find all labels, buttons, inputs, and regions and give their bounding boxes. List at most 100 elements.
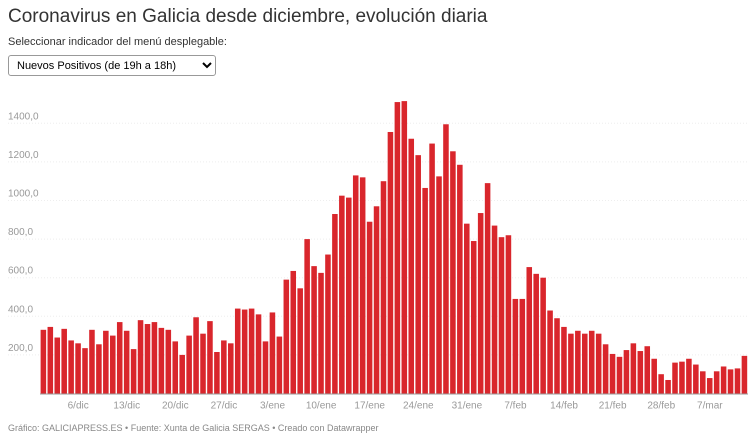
bar[interactable] [672, 362, 678, 394]
bar[interactable] [450, 151, 456, 394]
bar[interactable] [304, 239, 310, 394]
bar[interactable] [248, 308, 255, 394]
bar[interactable] [290, 270, 297, 394]
bar[interactable] [554, 318, 560, 394]
bar[interactable] [179, 354, 185, 394]
bar[interactable] [241, 309, 248, 394]
bar[interactable] [401, 101, 408, 394]
bar[interactable] [40, 329, 47, 394]
bar[interactable] [741, 355, 748, 394]
bar[interactable] [172, 341, 179, 394]
bar[interactable] [346, 197, 352, 394]
bar[interactable] [623, 350, 630, 394]
bar[interactable] [706, 378, 713, 394]
bar[interactable] [283, 279, 290, 394]
bar[interactable] [144, 324, 151, 394]
bar[interactable] [533, 273, 539, 394]
bar[interactable] [700, 371, 706, 394]
bar[interactable] [734, 368, 741, 394]
bar[interactable] [727, 369, 734, 394]
bar[interactable] [547, 310, 553, 394]
bar[interactable] [82, 348, 88, 394]
bar[interactable] [512, 298, 519, 394]
bar[interactable] [158, 327, 165, 394]
bar[interactable] [123, 330, 130, 394]
bar[interactable] [269, 312, 276, 394]
bar[interactable] [595, 333, 602, 394]
bar[interactable] [575, 330, 581, 394]
bar[interactable] [477, 213, 484, 394]
bar[interactable] [332, 214, 338, 394]
bar[interactable] [116, 322, 123, 394]
bar[interactable] [540, 277, 546, 394]
bar[interactable] [103, 330, 109, 394]
bar[interactable] [359, 177, 366, 394]
bar[interactable] [464, 223, 470, 394]
bar[interactable] [54, 337, 61, 394]
bar[interactable] [255, 314, 262, 394]
bar[interactable] [422, 187, 428, 394]
bar[interactable] [262, 341, 269, 394]
bar[interactable] [318, 272, 324, 394]
bar[interactable] [110, 335, 116, 394]
bar[interactable] [228, 343, 234, 394]
bar[interactable] [352, 175, 359, 394]
bar[interactable] [373, 206, 380, 394]
bar[interactable] [609, 353, 616, 394]
bar[interactable] [637, 351, 644, 394]
bar[interactable] [75, 343, 81, 394]
bar[interactable] [457, 164, 463, 394]
bar[interactable] [602, 344, 609, 394]
bar[interactable] [276, 336, 283, 394]
bar[interactable] [484, 183, 491, 394]
bar[interactable] [61, 328, 67, 394]
bar[interactable] [151, 322, 158, 394]
bar[interactable] [311, 266, 317, 394]
bar[interactable] [470, 241, 477, 394]
bar[interactable] [429, 143, 435, 394]
bar[interactable] [505, 235, 512, 394]
bar[interactable] [339, 195, 345, 394]
bar[interactable] [651, 358, 657, 394]
bar[interactable] [408, 138, 415, 394]
bar[interactable] [665, 379, 671, 394]
bar[interactable] [47, 326, 54, 394]
bar[interactable] [130, 349, 137, 394]
bar[interactable] [644, 346, 651, 394]
bar[interactable] [720, 366, 727, 394]
bar[interactable] [658, 374, 664, 394]
bar[interactable] [193, 317, 199, 394]
bar[interactable] [686, 358, 692, 394]
bar[interactable] [234, 308, 241, 394]
bar[interactable] [436, 176, 442, 394]
bar[interactable] [96, 344, 102, 394]
bar[interactable] [616, 356, 623, 394]
bar[interactable] [186, 335, 192, 394]
bar[interactable] [297, 288, 303, 394]
bar[interactable] [568, 333, 574, 394]
bar[interactable] [200, 333, 206, 394]
bar[interactable] [519, 298, 526, 394]
bar[interactable] [443, 124, 449, 394]
bar[interactable] [137, 320, 144, 394]
bar[interactable] [582, 333, 588, 394]
bar[interactable] [89, 329, 95, 394]
bar[interactable] [491, 225, 498, 394]
bar[interactable] [387, 131, 394, 394]
bar[interactable] [526, 267, 533, 394]
bar[interactable] [394, 102, 401, 394]
bar[interactable] [630, 343, 637, 394]
bar[interactable] [415, 155, 421, 394]
bar[interactable] [498, 237, 505, 394]
bar[interactable] [207, 321, 213, 394]
bar[interactable] [693, 364, 699, 394]
bar[interactable] [366, 221, 373, 394]
bar[interactable] [214, 352, 220, 394]
bar[interactable] [68, 340, 74, 394]
bar[interactable] [679, 361, 685, 394]
bar[interactable] [325, 254, 331, 394]
bar[interactable] [588, 330, 595, 394]
bar[interactable] [165, 329, 172, 394]
bar[interactable] [713, 371, 720, 394]
bar[interactable] [561, 326, 567, 394]
